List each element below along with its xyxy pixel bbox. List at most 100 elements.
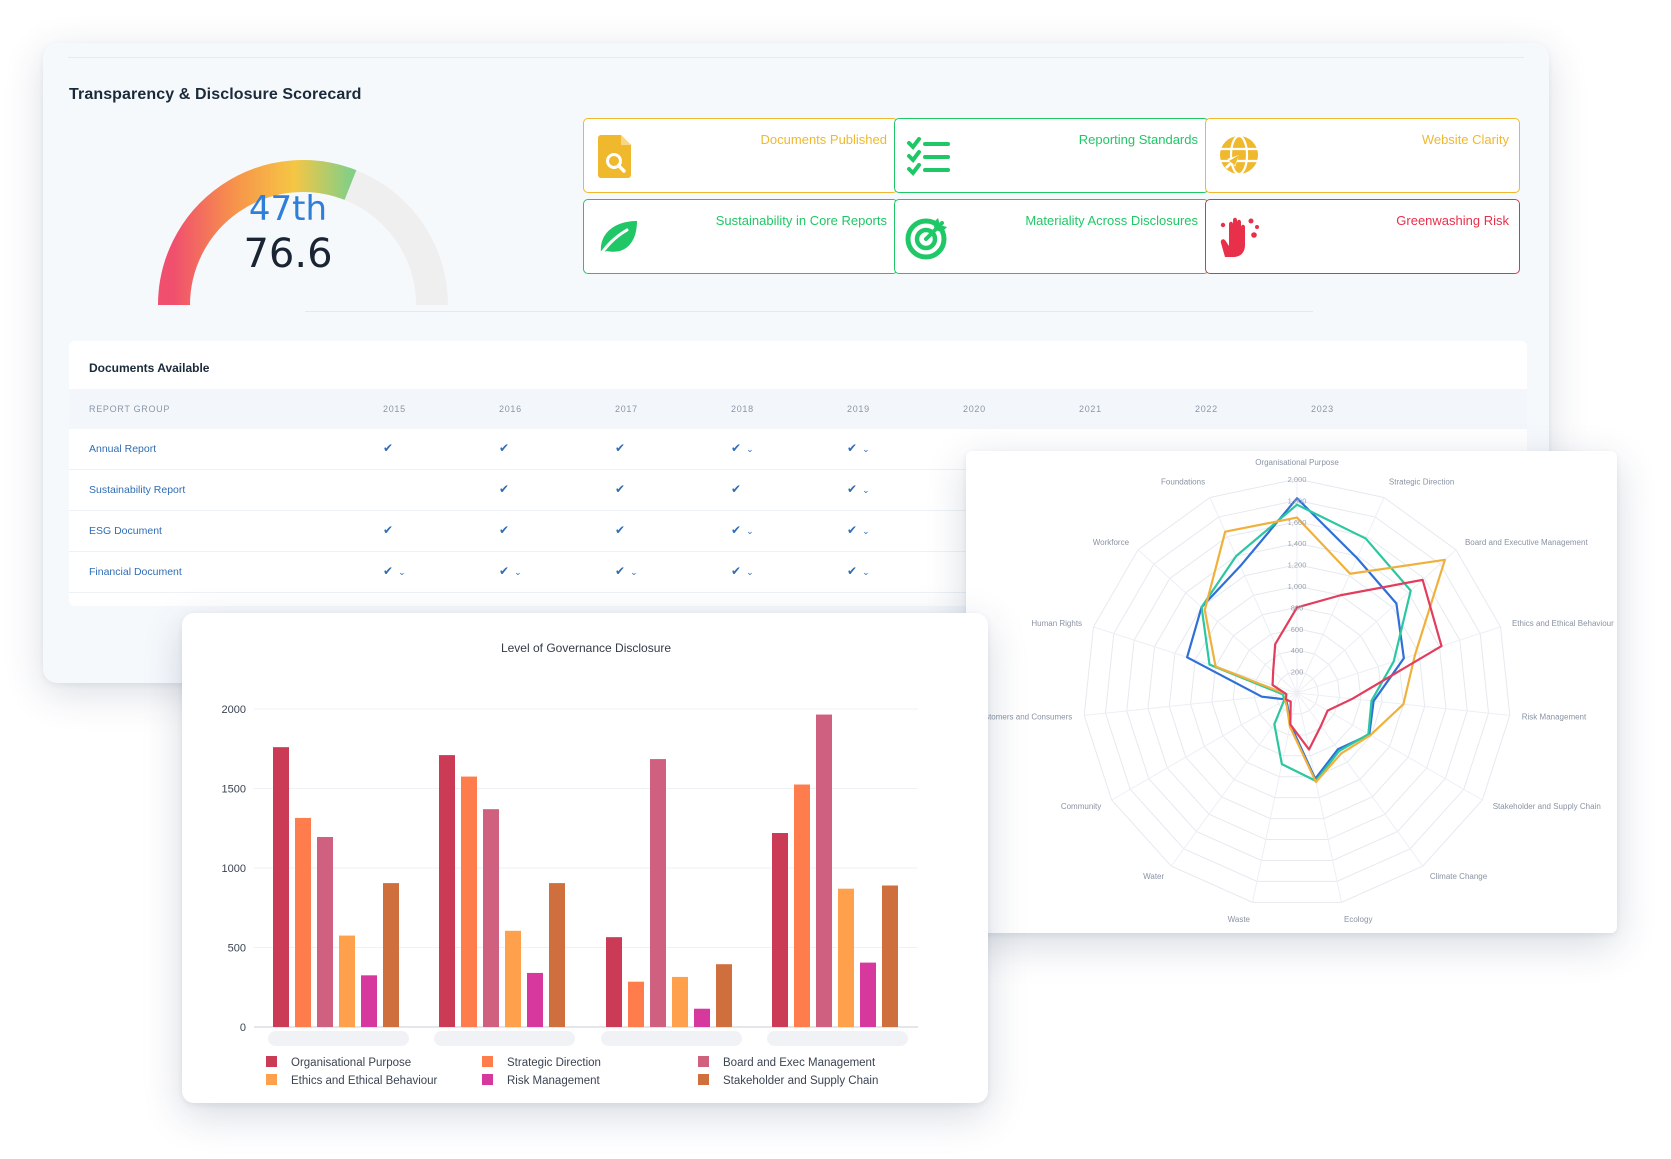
bar[interactable] <box>383 883 399 1027</box>
bar[interactable] <box>439 755 455 1027</box>
legend-item[interactable]: Ethics and Ethical Behaviour <box>266 1074 437 1087</box>
availability-cell[interactable]: ✔ <box>615 482 625 496</box>
bar[interactable] <box>549 883 565 1027</box>
availability-cell[interactable]: ✔ ⌄ <box>615 564 638 578</box>
row-label[interactable]: Annual Report <box>89 443 157 455</box>
radar-axis-label: Customers and Consumers <box>975 713 1072 722</box>
bar[interactable] <box>694 1008 710 1027</box>
radar-grid-ring <box>1083 478 1511 903</box>
card-documents-published[interactable]: Documents Published <box>583 118 898 193</box>
radar-spoke <box>1296 626 1501 694</box>
availability-cell[interactable]: ✔ ⌄ <box>847 523 870 537</box>
radar-axis-label: Organisational Purpose <box>1255 458 1339 467</box>
availability-cell[interactable]: ✔ ⌄ <box>731 523 754 537</box>
availability-cell[interactable]: ✔ <box>615 441 625 455</box>
bar[interactable] <box>794 784 810 1027</box>
bar[interactable] <box>273 747 289 1027</box>
bar[interactable] <box>838 888 854 1027</box>
bar[interactable] <box>461 776 477 1027</box>
bar[interactable] <box>505 930 521 1027</box>
bar[interactable] <box>716 964 732 1027</box>
bar[interactable] <box>672 976 688 1027</box>
chevron-down-icon[interactable]: ⌄ <box>746 526 754 536</box>
bar[interactable] <box>882 885 898 1027</box>
card-website-clarity[interactable]: Website Clarity <box>1205 118 1520 193</box>
chevron-down-icon[interactable]: ⌄ <box>862 444 870 454</box>
card-label: Website Clarity <box>1421 132 1509 147</box>
availability-cell[interactable]: ✔ <box>499 523 509 537</box>
card-materiality-across-disclosures[interactable]: Materiality Across Disclosures <box>894 199 1209 274</box>
bar[interactable] <box>361 975 377 1027</box>
bar[interactable] <box>527 972 543 1027</box>
bar[interactable] <box>295 817 311 1027</box>
bar[interactable] <box>816 714 832 1027</box>
table-row[interactable]: ESG Document ✔ ✔ ✔ ✔ ⌄ ✔ ⌄ <box>69 511 1527 552</box>
radar-axis-label: Ecology <box>1344 915 1372 924</box>
table-row[interactable]: Financial Document ✔ ⌄ ✔ ⌄ ✔ ⌄ ✔ ⌄ ✔ ⌄ <box>69 552 1527 593</box>
card-label: Reporting Standards <box>1078 132 1198 147</box>
chevron-down-icon[interactable]: ⌄ <box>862 526 870 536</box>
availability-cell[interactable]: ✔ ⌄ <box>847 564 870 578</box>
chevron-down-icon[interactable]: ⌄ <box>746 567 754 577</box>
radar-grid-ring <box>1211 606 1383 778</box>
radar-spoke <box>1296 692 1483 801</box>
row-label[interactable]: Financial Document <box>89 566 182 578</box>
chevron-down-icon[interactable]: ⌄ <box>630 567 638 577</box>
chevron-down-icon[interactable]: ⌄ <box>862 485 870 495</box>
legend-item[interactable]: Stakeholder and Supply Chain <box>698 1074 878 1087</box>
bar[interactable] <box>860 962 876 1027</box>
bar[interactable] <box>339 935 355 1027</box>
y-tick-label: 2000 <box>222 704 246 716</box>
card-label: Greenwashing Risk <box>1396 213 1509 228</box>
check-icon: ✔ <box>615 564 626 578</box>
availability-cell[interactable]: ✔ <box>615 523 625 537</box>
legend-item[interactable]: Organisational Purpose <box>266 1056 411 1069</box>
chevron-down-icon[interactable]: ⌄ <box>514 567 522 577</box>
card-greenwashing-risk[interactable]: Greenwashing Risk <box>1205 199 1520 274</box>
radar-axis-label: Water <box>1143 872 1164 881</box>
row-label[interactable]: ESG Document <box>89 525 162 537</box>
bar[interactable] <box>628 981 644 1027</box>
availability-cell[interactable]: ✔ <box>499 441 509 455</box>
radar-spoke <box>1296 692 1342 903</box>
bar[interactable] <box>606 937 622 1027</box>
table-title: Documents Available <box>89 361 210 375</box>
bar[interactable] <box>317 836 333 1027</box>
table-row[interactable]: Sustainability Report ✔ ✔ ✔ ✔ ⌄ <box>69 470 1527 511</box>
card-reporting-standards[interactable]: Reporting Standards <box>894 118 1209 193</box>
bar[interactable] <box>483 809 499 1027</box>
availability-cell[interactable]: ✔ ⌄ <box>731 441 754 455</box>
check-icon: ✔ <box>615 482 626 496</box>
bar[interactable] <box>650 759 666 1027</box>
availability-cell[interactable]: ✔ ⌄ <box>499 564 522 578</box>
divider <box>305 311 1313 312</box>
availability-cell[interactable]: ✔ <box>383 523 393 537</box>
radar-axis-label: Community <box>1061 802 1101 811</box>
bar[interactable] <box>772 833 788 1027</box>
chevron-down-icon[interactable]: ⌄ <box>746 444 754 454</box>
availability-cell[interactable]: ✔ ⌄ <box>847 441 870 455</box>
table-row[interactable]: Annual Report ✔ ✔ ✔ ✔ ⌄ ✔ ⌄ <box>69 429 1527 470</box>
availability-cell[interactable]: ✔ <box>499 482 509 496</box>
row-label[interactable]: Sustainability Report <box>89 484 186 496</box>
chevron-down-icon[interactable]: ⌄ <box>862 567 870 577</box>
availability-cell[interactable]: ✔ ⌄ <box>847 482 870 496</box>
availability-cell[interactable]: ✔ ⌄ <box>383 564 406 578</box>
y-tick-label: 1000 <box>222 863 246 875</box>
legend-item[interactable]: Strategic Direction <box>482 1056 601 1069</box>
category-label-placeholder <box>268 1031 409 1046</box>
chart-title: Level of Governance Disclosure <box>501 641 671 655</box>
radar-series-2[interactable] <box>1203 516 1447 784</box>
radar-series-3[interactable] <box>1271 578 1443 751</box>
chevron-down-icon[interactable]: ⌄ <box>398 567 406 577</box>
legend-swatch <box>266 1056 277 1067</box>
availability-cell[interactable]: ✔ ⌄ <box>731 564 754 578</box>
check-icon: ✔ <box>731 523 742 537</box>
column-header-year: 2023 <box>1311 404 1334 414</box>
availability-cell[interactable]: ✔ <box>383 441 393 455</box>
card-sustainability-in-core-reports[interactable]: Sustainability in Core Reports <box>583 199 898 274</box>
radar-series-1[interactable] <box>1200 503 1412 783</box>
legend-item[interactable]: Board and Exec Management <box>698 1056 875 1069</box>
legend-item[interactable]: Risk Management <box>482 1074 600 1087</box>
availability-cell[interactable]: ✔ <box>731 482 741 496</box>
